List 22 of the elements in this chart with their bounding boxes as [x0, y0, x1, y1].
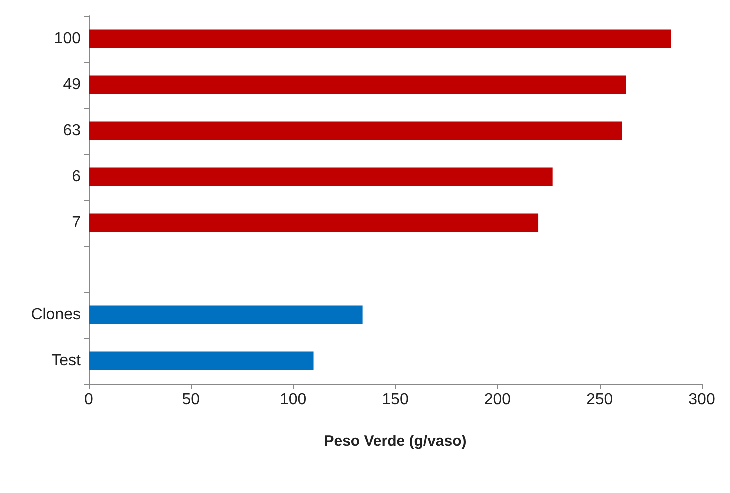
- x-tick-label: 150: [382, 392, 409, 408]
- y-tick-label: 7: [72, 214, 82, 232]
- x-axis-title: Peso Verde (g/vaso): [324, 433, 467, 450]
- x-tick-label: 200: [484, 392, 512, 408]
- x-tick-label: 100: [280, 392, 307, 408]
- y-tick-label: 100: [54, 30, 82, 48]
- y-tick-label: 63: [63, 122, 82, 140]
- bar: [89, 168, 553, 186]
- bar: [89, 306, 363, 324]
- y-tick-label: 49: [63, 76, 82, 94]
- x-tick-label: 50: [182, 392, 200, 408]
- bar: [89, 30, 672, 48]
- y-tick-label: Clones: [31, 306, 81, 324]
- x-tick-label: 0: [84, 392, 94, 408]
- bar: [89, 76, 626, 94]
- y-tick-label: 6: [72, 168, 82, 186]
- x-tick-label: 300: [688, 392, 716, 408]
- bar: [89, 214, 539, 232]
- bar: [89, 352, 314, 370]
- x-tick-label: 250: [586, 392, 614, 408]
- y-tick-label: Test: [52, 352, 82, 370]
- bar: [89, 122, 622, 140]
